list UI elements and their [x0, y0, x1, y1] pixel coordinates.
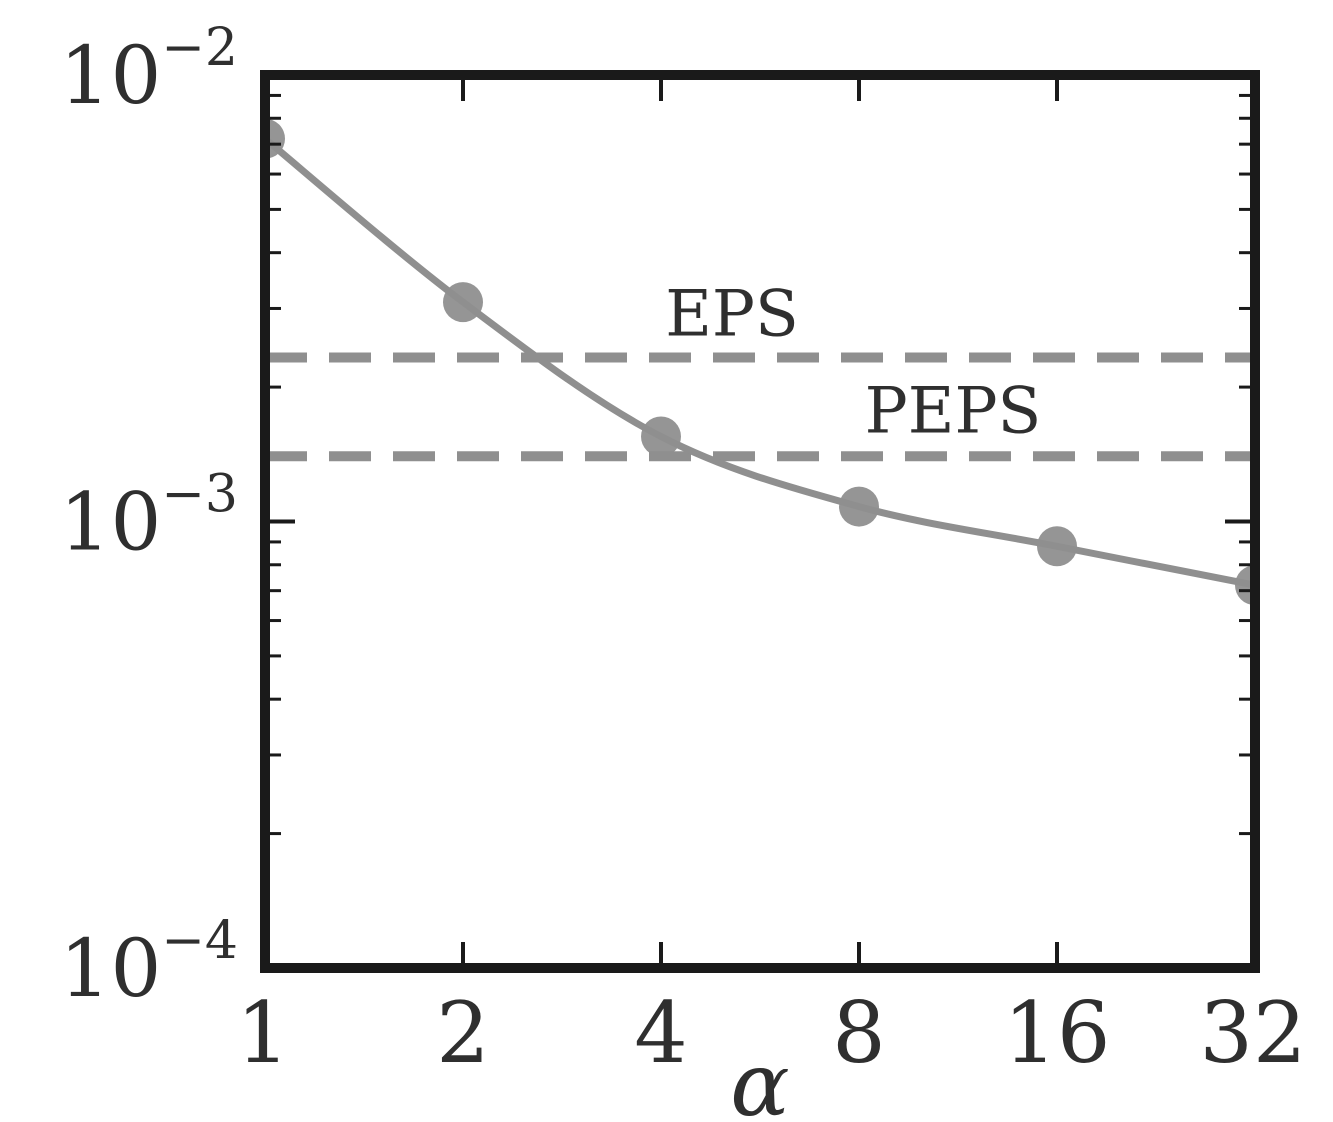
xtick-label-32: 32 [1200, 984, 1307, 1082]
ytick-label-2: 10−4 [60, 911, 238, 1015]
ytick-label-exponent: −3 [161, 465, 238, 525]
ytick-label-exponent: −4 [161, 911, 238, 971]
xtick-label-16: 16 [1004, 984, 1111, 1082]
marks-layer [265, 118, 1255, 606]
xtick-label-1: 1 [236, 984, 289, 1082]
ytick-label-base: 10 [60, 922, 162, 1015]
annotation-eps: EPS [665, 277, 799, 351]
plot-frame [260, 70, 1260, 973]
ytick-label-base: 10 [60, 29, 162, 122]
annotation-peps: PEPS [865, 374, 1042, 448]
xtick-label-2: 2 [436, 984, 489, 1082]
x-axis-label: α [730, 1033, 789, 1122]
ticks-layer [265, 73, 1255, 970]
series-0-point-3 [839, 486, 879, 527]
xtick-label-8: 8 [832, 984, 885, 1082]
ytick-label-exponent: −2 [161, 18, 238, 78]
xtick-label-4: 4 [634, 984, 687, 1082]
series-0-point-4 [1037, 526, 1077, 567]
ytick-label-0: 10−2 [60, 18, 238, 122]
series-0-point-1 [443, 282, 483, 323]
ytick-label-base: 10 [60, 476, 162, 569]
plot-area [265, 118, 1255, 606]
series-0-point-2 [641, 416, 681, 457]
ytick-label-1: 10−3 [60, 465, 238, 569]
